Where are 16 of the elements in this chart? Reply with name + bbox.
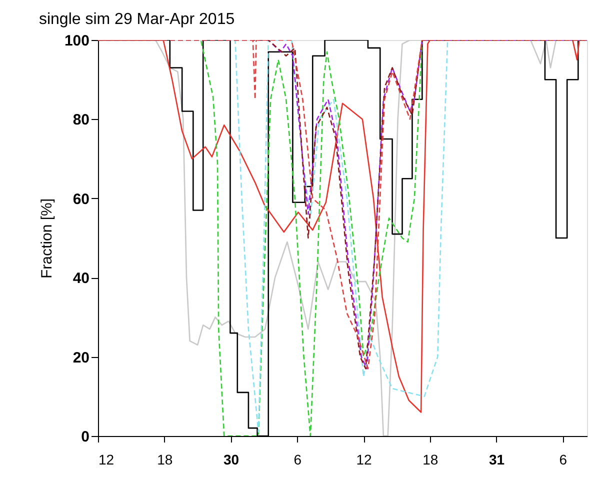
y-tick-label: 80 <box>72 112 90 129</box>
x-tick-label: 6 <box>294 452 302 468</box>
y-tick-label: 40 <box>72 270 90 288</box>
y-tick-label: 20 <box>72 349 90 366</box>
y-tick-label: 100 <box>64 32 90 50</box>
y-axis-title: Fraction [%] <box>38 198 56 279</box>
x-tick-label: 12 <box>356 452 372 468</box>
x-tick-label: 18 <box>422 452 438 468</box>
x-tick-label: 18 <box>157 452 173 468</box>
x-tick-label: 12 <box>98 452 114 468</box>
y-tick-label: 60 <box>72 190 90 208</box>
chart-title: single sim 29 Mar-Apr 2015 <box>38 11 235 28</box>
x-tick-label: 6 <box>559 452 568 468</box>
x-tick-label: 31 <box>488 452 505 468</box>
x-tick-label: 30 <box>223 452 240 468</box>
y-tick-label: 0 <box>81 428 90 446</box>
